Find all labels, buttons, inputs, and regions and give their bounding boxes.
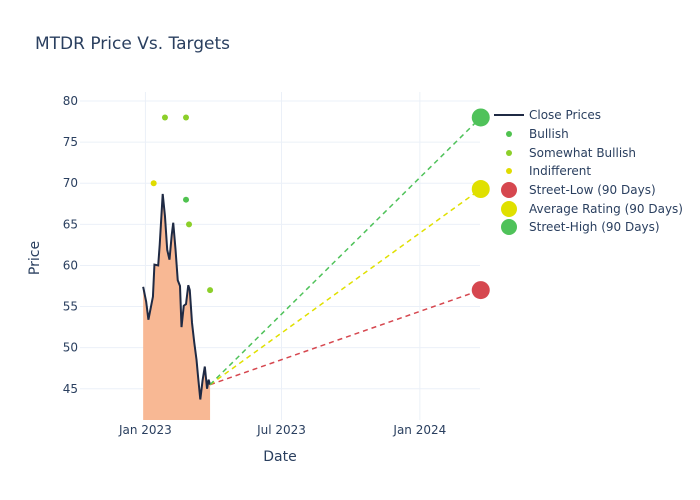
x-axis-title: Date xyxy=(263,449,296,465)
x-tick-label: Jul 2023 xyxy=(256,423,306,437)
y-tick-label: 55 xyxy=(63,300,78,314)
rating-point xyxy=(150,180,157,187)
legend-label: Indifferent xyxy=(529,164,592,179)
legend-item-average-rating[interactable]: Average Rating (90 Days) xyxy=(494,199,683,218)
legend-label: Bullish xyxy=(529,127,569,142)
x-tick-label: Jan 2024 xyxy=(392,423,446,437)
y-tick-label: 50 xyxy=(63,341,78,355)
legend-label: Average Rating (90 Days) xyxy=(529,201,683,216)
y-tick-label: 65 xyxy=(63,217,78,231)
legend-item-close-prices[interactable]: Close Prices xyxy=(494,106,683,125)
target-marker xyxy=(471,180,490,199)
chart-title: MTDR Price Vs. Targets xyxy=(35,34,230,54)
y-tick-label: 45 xyxy=(63,382,78,396)
target-line xyxy=(209,116,482,386)
rating-point xyxy=(186,221,193,228)
y-tick-label: 80 xyxy=(63,94,78,108)
target-marker xyxy=(471,108,490,127)
close-price-line xyxy=(142,193,212,400)
legend-item-street-low[interactable]: Street-Low (90 Days) xyxy=(494,181,683,200)
legend-item-somewhat-bullish[interactable]: Somewhat Bullish xyxy=(494,143,683,162)
target-marker xyxy=(471,281,490,300)
legend-item-indifferent[interactable]: Indifferent xyxy=(494,162,683,181)
legend-label: Street-Low (90 Days) xyxy=(529,183,656,198)
x-tick-label: Jan 2023 xyxy=(118,423,172,437)
legend-item-street-high[interactable]: Street-High (90 Days) xyxy=(494,218,683,237)
rating-point xyxy=(183,114,190,121)
rating-point xyxy=(207,287,214,294)
rating-point xyxy=(161,114,168,121)
legend-label: Close Prices xyxy=(529,108,602,123)
y-axis-title: Price xyxy=(27,241,43,275)
target-line xyxy=(209,188,482,386)
legend: Close Prices Bullish Somewhat Bullish In… xyxy=(494,106,683,237)
legend-item-bullish[interactable]: Bullish xyxy=(494,125,683,144)
legend-label: Street-High (90 Days) xyxy=(529,220,660,235)
y-tick-label: 70 xyxy=(63,176,78,190)
rating-point xyxy=(183,196,190,203)
y-tick-label: 75 xyxy=(63,135,78,149)
target-line xyxy=(209,289,481,386)
y-tick-label: 60 xyxy=(63,258,78,272)
legend-label: Somewhat Bullish xyxy=(529,145,637,160)
